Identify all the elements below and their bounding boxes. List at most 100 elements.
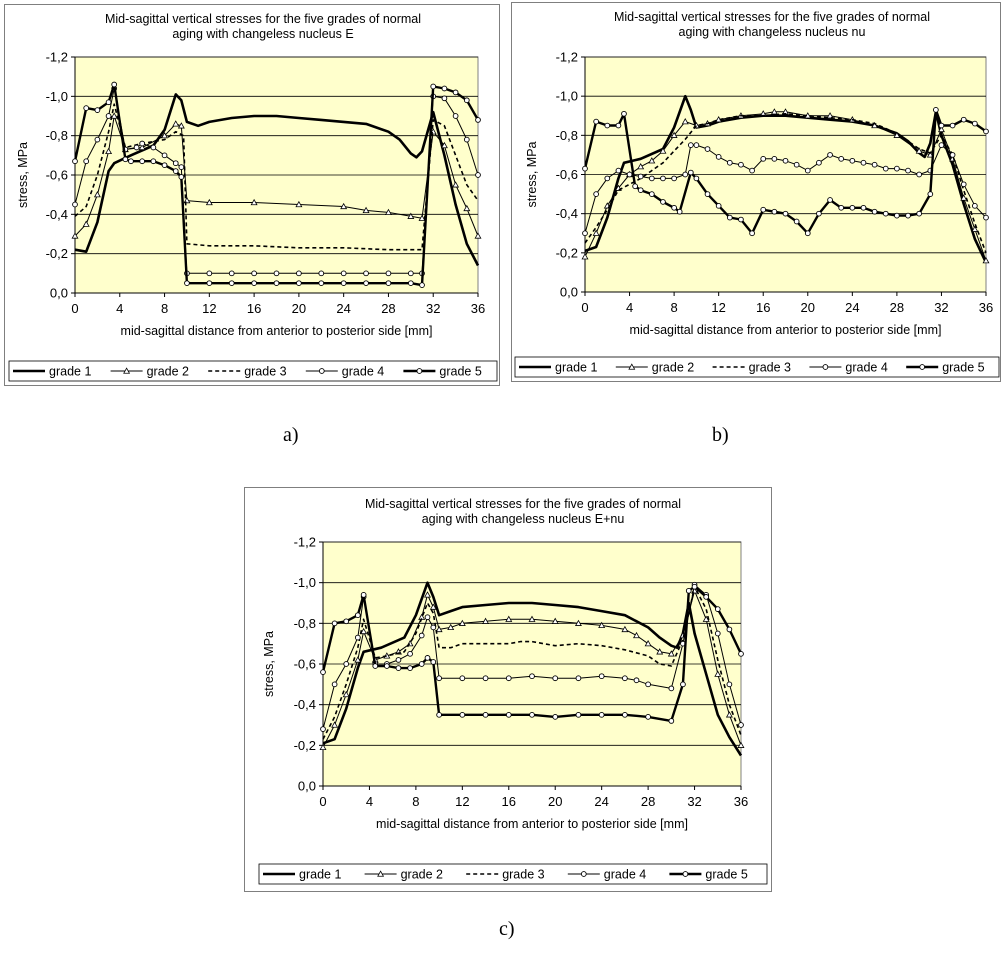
data-point (206, 270, 213, 277)
series-line (74, 93, 480, 267)
legend-label: grade 1 (49, 365, 91, 379)
data-point (94, 136, 101, 143)
y-tick-label: -0,2 (46, 246, 68, 261)
data-point (574, 619, 582, 626)
series-grade-5 (320, 583, 744, 724)
panel-label-a: a) (283, 424, 299, 446)
data-point (71, 232, 79, 239)
series-line (74, 103, 479, 251)
data-point (482, 617, 490, 624)
data-point (463, 204, 471, 212)
data-point (581, 253, 589, 260)
chart-title-line: aging with changeless nucleus E (172, 27, 353, 41)
data-point (670, 131, 678, 138)
data-point (295, 200, 303, 208)
data-point (804, 167, 811, 174)
data-point (552, 675, 559, 682)
y-tick-label: 0,0 (560, 285, 578, 300)
data-point (693, 142, 700, 148)
data-point (676, 208, 683, 215)
data-point (418, 214, 426, 221)
x-tick-label: 12 (711, 300, 725, 315)
x-tick-label: 4 (366, 794, 373, 809)
data-point (122, 156, 129, 163)
chart-svg-a: Mid-sagittal vertical stresses for the f… (8, 12, 498, 382)
data-point (972, 120, 978, 127)
x-tick-label: 32 (687, 794, 701, 809)
data-point (927, 191, 934, 197)
data-point (738, 722, 744, 728)
data-point (715, 154, 722, 160)
data-point (319, 743, 327, 751)
legend-marker (822, 364, 829, 370)
data-point (362, 206, 370, 214)
data-point (860, 204, 867, 211)
series-grade-2 (319, 587, 745, 751)
data-point (816, 210, 822, 217)
x-tick-label: 24 (336, 301, 350, 316)
data-point (360, 627, 368, 635)
legend-box (8, 360, 498, 382)
data-point (172, 160, 179, 167)
data-point (938, 122, 945, 129)
x-tick-label: 4 (116, 301, 123, 316)
data-point (475, 117, 481, 123)
data-point (385, 270, 392, 277)
x-tick-label: 36 (734, 794, 748, 809)
data-point (331, 721, 339, 728)
data-point (704, 191, 711, 197)
data-point (133, 144, 140, 151)
data-point (582, 230, 588, 237)
data-point (178, 164, 185, 170)
data-point (436, 675, 442, 682)
data-point (407, 280, 414, 287)
data-point (714, 630, 721, 637)
data-point (714, 670, 722, 677)
x-tick-label: 32 (426, 301, 440, 316)
data-point (407, 650, 413, 657)
data-point (138, 143, 146, 151)
data-point (343, 661, 350, 667)
data-point (749, 230, 755, 237)
data-point (593, 191, 599, 197)
data-point (714, 606, 721, 612)
data-point (933, 107, 939, 113)
data-point (206, 280, 213, 287)
y-axis-label: stress, MPa (16, 142, 30, 208)
data-point (385, 280, 392, 287)
y-tick-label: -0,4 (46, 207, 68, 222)
x-tick-label: 28 (381, 301, 395, 316)
data-point (793, 161, 800, 168)
data-point (771, 208, 778, 215)
data-point (793, 218, 800, 225)
data-point (250, 198, 258, 206)
data-point (760, 206, 767, 213)
y-tick-label: -1,2 (294, 535, 316, 550)
chart-panel-a: Mid-sagittal vertical stresses for the f… (4, 4, 500, 386)
y-axis-label: stress, MPa (525, 141, 539, 207)
data-point (441, 85, 448, 92)
data-point (637, 187, 644, 194)
legend-marker (682, 871, 689, 877)
data-point (685, 587, 692, 594)
x-tick-label: 24 (594, 794, 608, 809)
x-tick-label: 0 (71, 301, 78, 316)
data-point (228, 270, 235, 277)
data-point (915, 147, 923, 154)
data-point (604, 122, 611, 129)
legend-label: grade 1 (299, 868, 341, 882)
data-point (177, 122, 185, 129)
data-point (424, 591, 431, 598)
data-point (452, 89, 459, 96)
data-point (633, 677, 640, 684)
data-point (430, 83, 437, 90)
data-point (983, 214, 989, 221)
data-point (871, 208, 878, 215)
legend-box (514, 356, 1000, 378)
data-point (395, 657, 402, 663)
data-point (139, 158, 146, 165)
data-point (436, 711, 442, 718)
series-grade-4 (582, 142, 989, 237)
data-point (726, 681, 733, 688)
legend-label: grade 3 (244, 365, 286, 379)
